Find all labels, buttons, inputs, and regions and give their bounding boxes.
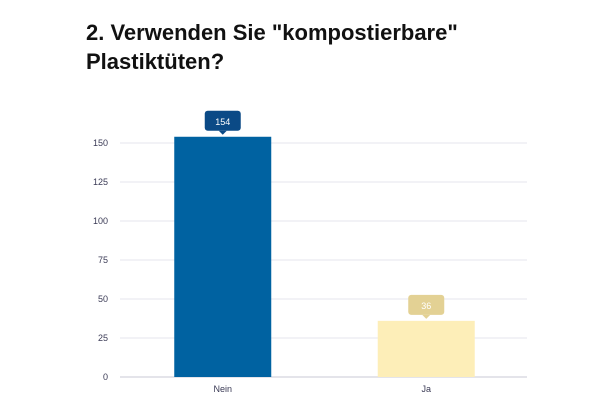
data-label-pointer [422, 314, 431, 319]
chart-title-line-1: 2. Verwenden Sie "kompostierbare" [86, 20, 458, 45]
data-label: 154 [215, 117, 230, 127]
bar-nein [174, 136, 272, 377]
y-tick-label: 0 [103, 372, 108, 382]
x-tick-label: Ja [421, 384, 431, 394]
y-tick-label: 100 [93, 216, 108, 226]
data-label-box [204, 110, 241, 131]
bar-ja [377, 320, 475, 377]
chart-title: 2. Verwenden Sie "kompostierbare" Plasti… [86, 18, 566, 76]
y-tick-label: 75 [98, 255, 108, 265]
data-label-pointer [218, 130, 227, 135]
chart-title-line-2: Plastiktüten? [86, 49, 225, 74]
y-tick-label: 50 [98, 294, 108, 304]
data-label: 36 [421, 301, 431, 311]
y-tick-label: 150 [93, 138, 108, 148]
x-tick-label: Nein [213, 384, 232, 394]
y-tick-label: 125 [93, 177, 108, 187]
y-tick-label: 25 [98, 333, 108, 343]
data-label-box [408, 294, 445, 315]
